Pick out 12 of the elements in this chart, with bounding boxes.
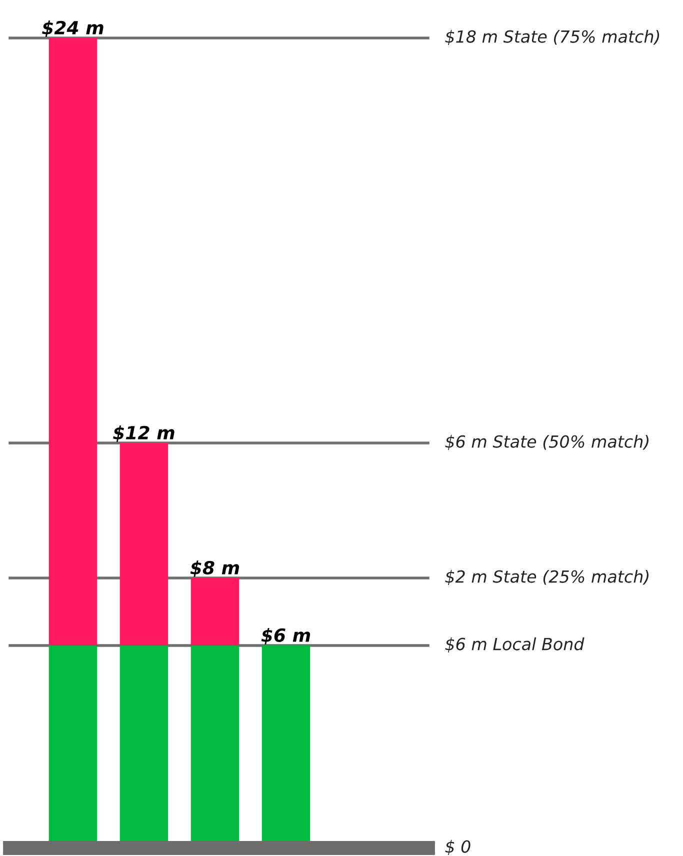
bar [48, 38, 98, 646]
total-label: $6 m [261, 628, 310, 644]
ref-line-label: $ 0 [445, 840, 470, 856]
ref-line-label: $2 m State (25% match) [445, 570, 648, 586]
ref-line-label: $6 m Local Bond [445, 637, 584, 653]
ref-line-label: $6 m State (50% match) [445, 434, 648, 450]
total-label: $12 m [113, 426, 174, 442]
total-label: $24 m [42, 20, 104, 37]
ref-line-label: $18 m State (75% match) [445, 30, 660, 46]
bar [120, 443, 168, 646]
bar [190, 578, 240, 646]
total-label: $8 m [190, 560, 240, 577]
